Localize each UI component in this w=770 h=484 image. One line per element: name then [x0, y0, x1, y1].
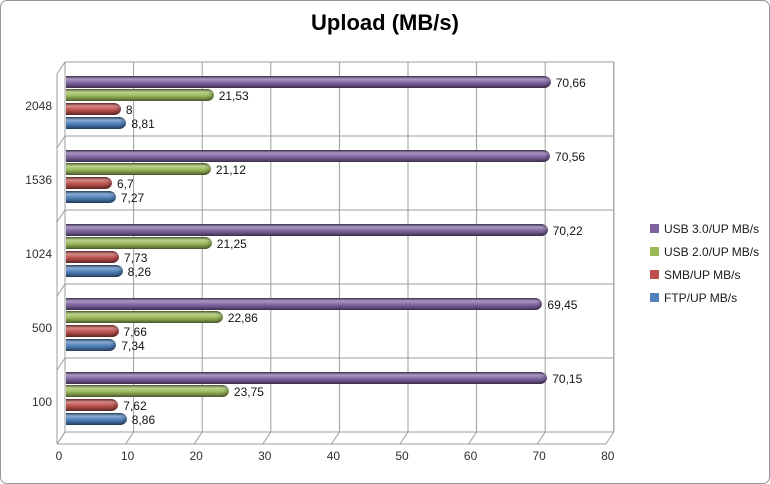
bar-smb-1536: [66, 177, 112, 190]
floor-tick: [399, 431, 409, 445]
x-tick-label-30: 30: [258, 449, 272, 463]
floor-tick: [330, 431, 340, 445]
value-label: 70,15: [552, 371, 583, 386]
wall-tick: [56, 431, 66, 445]
value-label: 7,66: [123, 325, 147, 340]
legend-item: USB 3.0/UP MB/s: [650, 217, 759, 240]
legend-label: SMB/UP MB/s: [664, 267, 741, 282]
value-label: 70,66: [555, 75, 586, 90]
bar-ftp-1536: [66, 190, 116, 203]
bar-usb-2.0-2048: [66, 89, 214, 102]
value-label: 70,22: [552, 223, 583, 238]
wall-tick: [56, 135, 66, 149]
legend-item: FTP/UP MB/s: [650, 286, 759, 309]
category-label-1536: 1536: [25, 173, 52, 187]
x-tick-label-0: 0: [55, 449, 63, 463]
x-tick-label-80: 80: [601, 449, 615, 463]
bar-usb-2.0-500: [66, 311, 223, 324]
legend-item: USB 2.0/UP MB/s: [650, 240, 759, 263]
bar-ftp-1024: [66, 264, 123, 277]
value-label: 21,53: [218, 89, 249, 104]
x-tick-label-50: 50: [395, 449, 409, 463]
bar-usb-3.0-2048: [66, 75, 551, 88]
value-label: 7,34: [121, 338, 145, 353]
value-label: 8,26: [127, 264, 152, 279]
floor-tick: [605, 431, 615, 445]
value-label: 69,45: [547, 297, 578, 312]
floor-tick: [193, 431, 203, 445]
legend-item: SMB/UP MB/s: [650, 263, 759, 286]
chart-title: Upload (MB/s): [311, 10, 459, 35]
category-label-500: 500: [31, 321, 52, 335]
floor-tick: [536, 431, 546, 445]
legend: USB 3.0/UP MB/s USB 2.0/UP MB/s SMB/UP MB/…: [650, 217, 759, 309]
legend-label: FTP/UP MB/s: [664, 290, 738, 305]
value-label: 21,12: [215, 163, 246, 178]
bar-usb-2.0-1536: [66, 163, 211, 176]
floor-tick: [262, 431, 272, 445]
value-label: 8,86: [131, 412, 156, 427]
bar-usb-3.0-500: [66, 297, 543, 310]
legend-swatch-icon: [650, 224, 659, 233]
x-tick-label-20: 20: [189, 449, 203, 463]
value-label: 70,56: [555, 149, 586, 164]
bar-smb-500: [66, 325, 119, 338]
value-label: 7,27: [120, 190, 145, 205]
bar-usb-2.0-100: [66, 385, 229, 398]
category-label-2048: 2048: [25, 99, 52, 113]
legend-label: USB 3.0/UP MB/s: [664, 221, 760, 236]
bar-smb-2048: [66, 103, 121, 116]
category-label-1024: 1024: [25, 247, 52, 261]
bar-usb-3.0-1024: [66, 223, 548, 236]
wall-tick: [56, 357, 66, 371]
wall-tick: [56, 61, 66, 75]
value-label: 6,7: [116, 177, 134, 192]
bar-smb-100: [66, 399, 119, 412]
bar-smb-1024: [66, 251, 120, 264]
legend-label: USB 2.0/UP MB/s: [664, 244, 760, 259]
value-label: 7,73: [124, 251, 148, 266]
x-tick-label-70: 70: [532, 449, 546, 463]
floor-tick: [468, 431, 478, 445]
legend-swatch-icon: [650, 270, 659, 279]
legend-swatch-icon: [650, 247, 659, 256]
bar-usb-3.0-1536: [66, 149, 551, 162]
value-label: 22,86: [227, 311, 258, 326]
x-tick-label-60: 60: [463, 449, 478, 463]
bar-ftp-2048: [66, 116, 127, 129]
category-label-100: 100: [31, 395, 52, 409]
legend-swatch-icon: [650, 293, 659, 302]
value-label: 7,62: [123, 399, 147, 414]
x-tick-label-10: 10: [120, 449, 135, 463]
bar-usb-2.0-1024: [66, 237, 212, 250]
floor-tick: [125, 431, 135, 445]
bar-usb-3.0-100: [66, 371, 548, 384]
wall-tick: [56, 209, 66, 223]
value-label: 8,81: [131, 116, 155, 131]
value-label: 8: [125, 103, 133, 118]
bar-ftp-100: [66, 412, 127, 425]
wall-tick: [56, 283, 66, 297]
value-label: 21,25: [216, 237, 247, 252]
x-tick-label-40: 40: [326, 449, 341, 463]
bar-ftp-500: [66, 338, 117, 351]
value-label: 23,75: [233, 385, 264, 400]
